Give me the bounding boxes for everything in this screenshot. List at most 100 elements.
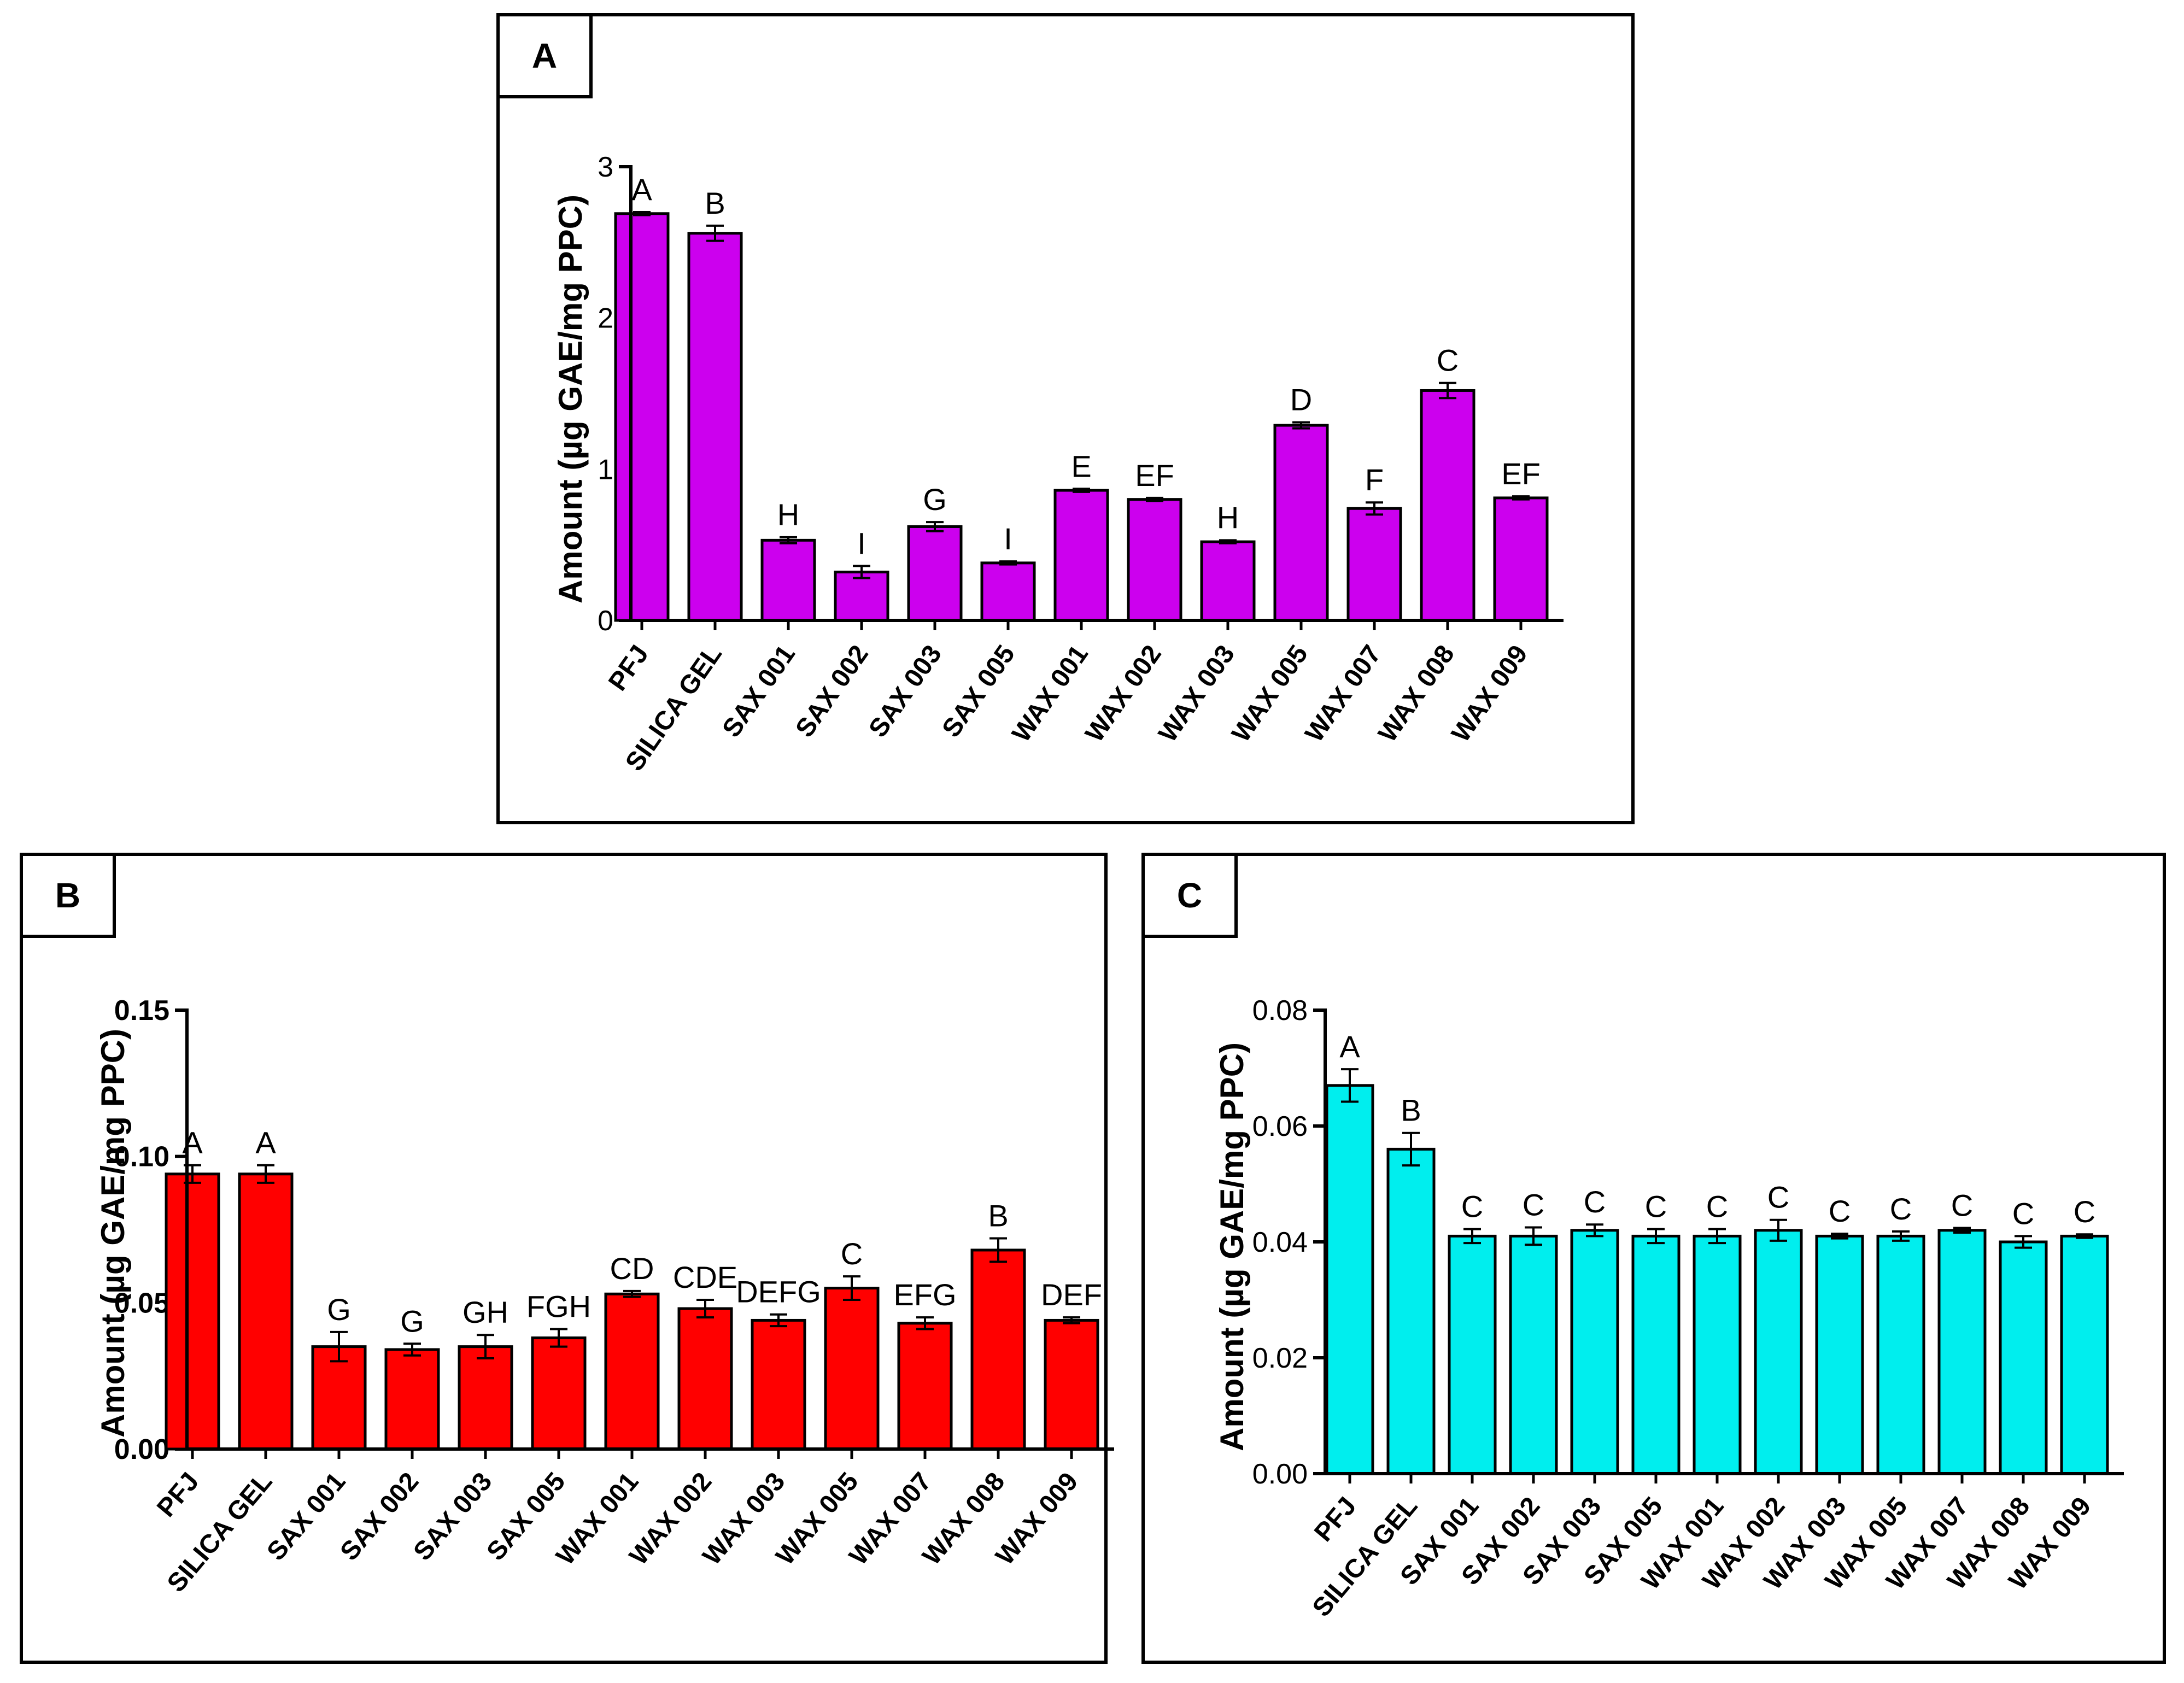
- x-tick-label: SAX 001: [261, 1467, 351, 1566]
- significance-letter: A: [1339, 1029, 1360, 1064]
- y-tick-label: 0.00: [114, 1434, 169, 1465]
- panel-c: C Amount (µg GAE/mg PPC) 0.00 0.02 0.04 0.06…: [1141, 853, 2166, 1664]
- significance-letter: I: [857, 526, 866, 560]
- significance-letter: C: [1890, 1192, 1912, 1226]
- significance-letter: CD: [610, 1251, 654, 1286]
- bar: [1999, 1240, 2048, 1475]
- y-tick-label: 0.10: [114, 1141, 169, 1173]
- significance-letter: CDE: [673, 1260, 737, 1294]
- bar: [1570, 1229, 1619, 1475]
- bar: [1448, 1234, 1497, 1475]
- x-tick-label: PFJ: [1309, 1492, 1362, 1547]
- significance-letter: GH: [462, 1295, 508, 1329]
- y-tick-label: 3: [598, 151, 613, 183]
- bar: [1053, 489, 1109, 622]
- y-tick-label: 0: [598, 605, 613, 637]
- significance-letter: C: [2074, 1194, 2095, 1229]
- bar: [1325, 1084, 1374, 1475]
- x-tick-label: SAX 005: [936, 640, 1021, 743]
- y-axis-label: Amount (µg GAE/mg PPC): [95, 1029, 131, 1438]
- significance-letter: G: [327, 1292, 351, 1327]
- x-tick-label: SAX 002: [790, 640, 874, 743]
- significance-letter: EFG: [893, 1277, 956, 1312]
- y-tick-label: 0.15: [114, 995, 169, 1027]
- bar: [531, 1336, 587, 1451]
- significance-letter: H: [777, 497, 799, 532]
- panel-b: B Amount (µg GAE/mg PPC) 0.00 0.05 0.10 0.15…: [20, 853, 1114, 1664]
- bar: [1937, 1229, 1987, 1475]
- significance-letter: C: [2012, 1196, 2034, 1230]
- bar: [458, 1345, 513, 1451]
- significance-letter: A: [255, 1125, 276, 1160]
- bar: [980, 561, 1036, 622]
- significance-letter: C: [841, 1236, 863, 1271]
- bar: [687, 232, 743, 622]
- significance-letter: FGH: [526, 1289, 591, 1324]
- bar: [2060, 1234, 2109, 1475]
- x-tick-label: SAX 003: [863, 640, 947, 743]
- y-tick-label: 1: [598, 454, 613, 485]
- y-tick-label: 0.04: [1252, 1227, 1308, 1258]
- bar: [970, 1248, 1026, 1451]
- bar: [751, 1318, 806, 1451]
- y-tick-label: 0.00: [1252, 1458, 1308, 1490]
- panel-c-tag: C: [1145, 856, 1238, 938]
- panel-b-tag: B: [23, 856, 116, 938]
- bar: [897, 1322, 953, 1451]
- significance-letter: C: [1523, 1188, 1544, 1222]
- bar: [1200, 540, 1256, 622]
- significance-letter: EF: [1135, 458, 1174, 492]
- significance-letter: I: [1004, 521, 1012, 556]
- bar: [1876, 1234, 1925, 1475]
- chart-c: Amount (µg GAE/mg PPC)0.00 0.02 0.04 0.06 0.…: [1214, 995, 2124, 1622]
- x-tick-label: SAX 002: [335, 1467, 424, 1566]
- bar: [1493, 496, 1549, 622]
- significance-letter: G: [400, 1304, 424, 1338]
- bar: [1509, 1234, 1558, 1475]
- y-tick-label: 0.02: [1252, 1342, 1308, 1374]
- significance-letter: C: [1645, 1189, 1667, 1224]
- bar: [1815, 1234, 1864, 1475]
- significance-letter: C: [1461, 1189, 1483, 1224]
- bar: [760, 538, 816, 622]
- bar: [165, 1172, 220, 1451]
- significance-letter: C: [1437, 343, 1459, 378]
- significance-letter: E: [1071, 449, 1091, 483]
- bar: [1273, 424, 1329, 622]
- bar: [384, 1348, 440, 1451]
- y-axis-label: Amount (µg GAE/mg PPC): [552, 195, 589, 603]
- bar: [1631, 1234, 1681, 1475]
- bar: [677, 1307, 733, 1451]
- significance-letter: B: [705, 186, 725, 220]
- significance-letter: B: [1401, 1093, 1421, 1128]
- significance-letter: C: [1829, 1194, 1851, 1228]
- significance-letter: D: [1290, 383, 1312, 417]
- bar: [1044, 1318, 1099, 1451]
- bar: [1693, 1234, 1742, 1475]
- bar: [614, 212, 670, 622]
- significance-letter: C: [1706, 1189, 1728, 1224]
- significance-letter: B: [988, 1199, 1008, 1233]
- significance-letter: C: [1584, 1184, 1606, 1219]
- panel-a-tag: A: [500, 16, 593, 98]
- x-tick-label: SAX 003: [408, 1467, 497, 1566]
- significance-letter: DEFG: [736, 1275, 821, 1309]
- bar: [1420, 389, 1475, 622]
- x-tick-label: PFJ: [603, 640, 654, 696]
- significance-letter: EF: [1501, 456, 1541, 491]
- bar: [1346, 507, 1402, 622]
- significance-letter: G: [923, 482, 947, 517]
- significance-letter: DEF: [1041, 1277, 1102, 1312]
- y-tick-label: 0.05: [114, 1287, 169, 1319]
- chart-b: Amount (µg GAE/mg PPC)0.00 0.05 0.10 0.15 A P…: [95, 995, 1114, 1598]
- significance-letter: A: [631, 172, 652, 207]
- y-tick-label: 0.06: [1252, 1111, 1308, 1142]
- x-tick-label: SAX 001: [717, 640, 801, 743]
- bar: [907, 525, 963, 622]
- x-tick-label: PFJ: [151, 1467, 204, 1523]
- bar: [238, 1172, 294, 1451]
- y-tick-label: 0.08: [1252, 995, 1308, 1027]
- significance-letter: F: [1365, 462, 1384, 497]
- significance-letter: C: [1951, 1188, 1973, 1223]
